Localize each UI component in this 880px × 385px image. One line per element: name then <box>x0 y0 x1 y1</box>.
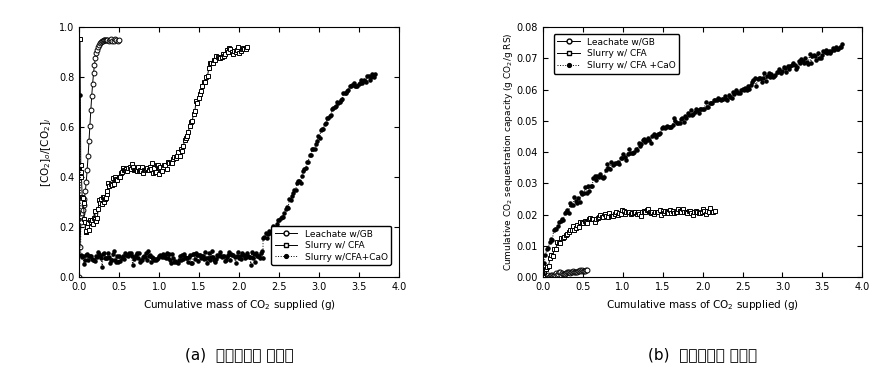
Text: (a)  이산화탄소 농도비: (a) 이산화탄소 농도비 <box>185 347 293 362</box>
Text: (b)  이산화탄소 제거율: (b) 이산화탄소 제거율 <box>648 347 757 362</box>
Y-axis label: [CO$_2$]$_o$/[CO$_2$]$_i$: [CO$_2$]$_o$/[CO$_2$]$_i$ <box>40 117 54 187</box>
Legend: Leachate w/GB, Slurry w/ CFA, Slurry w/ CFA +CaO: Leachate w/GB, Slurry w/ CFA, Slurry w/ … <box>554 34 679 74</box>
X-axis label: Cumulative mass of CO$_2$ supplied (g): Cumulative mass of CO$_2$ supplied (g) <box>143 298 335 311</box>
Legend: Leachate w/GB, Slurry w/ CFA, Slurry w/CFA+CaO: Leachate w/GB, Slurry w/ CFA, Slurry w/C… <box>271 226 392 265</box>
Y-axis label: Cumulative CO$_2$ sequestration capacity (g CO$_2$/g RS): Cumulative CO$_2$ sequestration capacity… <box>502 33 515 271</box>
X-axis label: Cumulative mass of CO$_2$ supplied (g): Cumulative mass of CO$_2$ supplied (g) <box>606 298 799 311</box>
